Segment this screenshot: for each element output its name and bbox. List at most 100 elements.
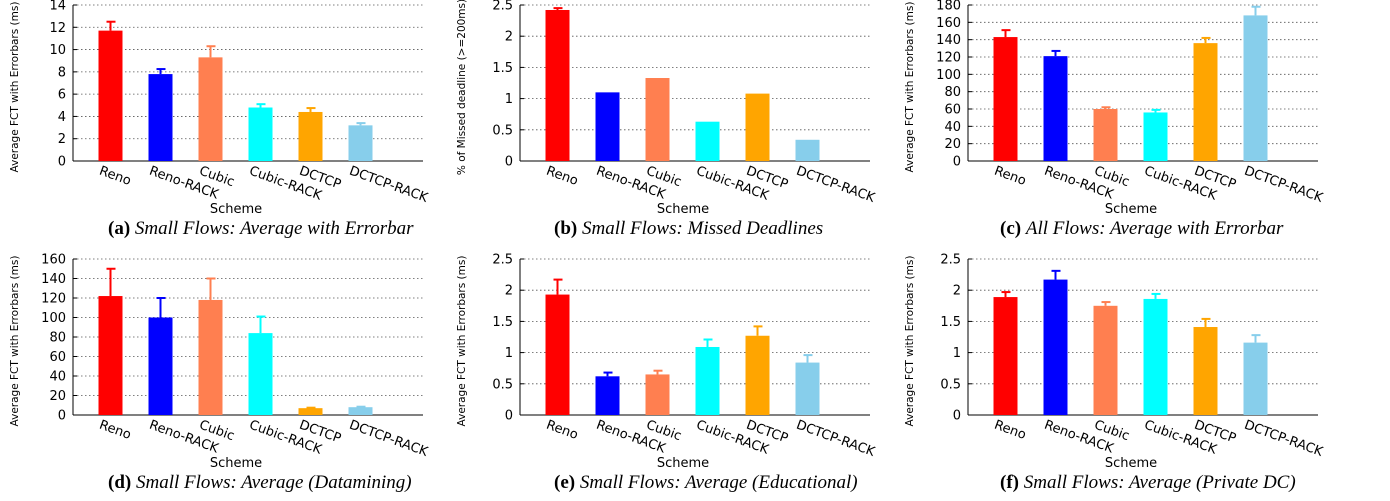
bar-a-3 bbox=[248, 107, 273, 161]
y-tick-label-f-2: 1 bbox=[953, 346, 961, 361]
bar-c-2 bbox=[1093, 109, 1118, 161]
bar-e-4 bbox=[745, 335, 770, 415]
bar-a-1 bbox=[148, 74, 173, 161]
x-tick-label-b-0: Reno bbox=[544, 164, 580, 189]
y-tick-label-a-0: 0 bbox=[58, 155, 66, 170]
y-tick-label-c-7: 140 bbox=[936, 33, 961, 48]
y-tick-label-c-4: 80 bbox=[944, 85, 961, 100]
y-tick-label-f-3: 1.5 bbox=[940, 315, 961, 330]
y-tick-label-d-0: 0 bbox=[58, 409, 66, 424]
bar-a-4 bbox=[298, 111, 323, 161]
bar-c-1 bbox=[1043, 56, 1068, 162]
bar-e-2 bbox=[645, 374, 670, 415]
y-axis-label-f: Average FCT with Errorbars (ms) bbox=[904, 256, 916, 427]
x-tick-label-a-5: DCTCP-RACK bbox=[347, 164, 430, 206]
x-tick-label-e-0: Reno bbox=[544, 418, 580, 443]
y-tick-label-a-7: 14 bbox=[49, 0, 66, 14]
y-axis-label-e: Average FCT with Errorbars (ms) bbox=[456, 256, 468, 427]
x-tick-label-f-0: Reno bbox=[992, 418, 1028, 443]
y-tick-label-c-0: 0 bbox=[953, 155, 961, 170]
caption-f: (f) Small Flows: Average (Private DC) bbox=[1000, 472, 1296, 494]
y-tick-label-b-1: 0.5 bbox=[492, 123, 513, 138]
caption-d: (d) Small Flows: Average (Datamining) bbox=[108, 472, 412, 494]
bar-d-2 bbox=[198, 299, 223, 415]
caption-f-label: (f) bbox=[1000, 472, 1019, 493]
bar-f-2 bbox=[1093, 305, 1118, 415]
y-tick-label-a-4: 8 bbox=[58, 65, 66, 80]
y-tick-label-b-0: 0 bbox=[505, 155, 513, 170]
y-tick-label-f-0: 0 bbox=[953, 409, 961, 424]
bar-c-5 bbox=[1243, 15, 1268, 162]
x-axis-label-e: Scheme bbox=[657, 456, 709, 471]
x-tick-label-b-5: DCTCP-RACK bbox=[794, 164, 877, 206]
y-tick-label-e-5: 2.5 bbox=[492, 253, 513, 268]
y-tick-label-d-5: 100 bbox=[41, 311, 66, 326]
bar-e-0 bbox=[545, 294, 570, 415]
bar-b-5 bbox=[795, 139, 820, 161]
caption-f-text: Small Flows: Average (Private DC) bbox=[1023, 472, 1296, 493]
y-tick-label-d-8: 160 bbox=[41, 253, 66, 268]
y-axis-label-c: Average FCT with Errorbars (ms) bbox=[904, 2, 916, 173]
y-tick-label-d-3: 60 bbox=[49, 350, 66, 365]
bar-f-5 bbox=[1243, 342, 1268, 415]
y-tick-label-d-6: 120 bbox=[41, 292, 66, 307]
y-tick-label-d-4: 80 bbox=[49, 331, 66, 346]
bar-b-3 bbox=[695, 121, 720, 161]
y-tick-label-f-5: 2.5 bbox=[940, 253, 961, 268]
chart-f: 0 0.5 1 1.5 2 2.5 Average FCT with Errorbars (… bbox=[904, 253, 1325, 472]
bar-d-3 bbox=[248, 333, 273, 415]
y-tick-label-c-1: 20 bbox=[944, 137, 961, 152]
y-tick-label-e-1: 0.5 bbox=[492, 377, 513, 392]
caption-b-text: Small Flows: Missed Deadlines bbox=[581, 218, 824, 239]
caption-e-label: (e) bbox=[554, 472, 576, 493]
chart-e: 0 0.5 1 1.5 2 2.5 Average FCT with Errorbars (… bbox=[456, 253, 877, 472]
x-tick-label-d-0: Reno bbox=[97, 418, 133, 443]
bar-a-5 bbox=[348, 125, 373, 161]
bar-a-2 bbox=[198, 57, 223, 161]
y-tick-label-c-2: 40 bbox=[944, 120, 961, 135]
y-tick-label-f-1: 0.5 bbox=[940, 377, 961, 392]
caption-d-label: (d) bbox=[108, 472, 132, 493]
x-axis-label-b: Scheme bbox=[657, 202, 709, 217]
x-axis-label-c: Scheme bbox=[1105, 202, 1157, 217]
chart-a: 0 2 4 6 8 10 12 14 Average FCT with Errorbars (m… bbox=[9, 0, 430, 217]
bar-f-0 bbox=[993, 297, 1018, 415]
x-tick-label-a-0: Reno bbox=[97, 164, 133, 189]
chart-d: 0 20 40 60 80 100 120 140 160 Average FCT with Er… bbox=[9, 253, 430, 472]
caption-c-label: (c) bbox=[1000, 218, 1022, 239]
chart-c: 0 20 40 60 80 100 120 140 160 180 Average FCT with… bbox=[904, 0, 1325, 217]
caption-e-text: Small Flows: Average (Educational) bbox=[579, 472, 858, 493]
y-tick-label-a-2: 4 bbox=[58, 110, 66, 125]
y-tick-label-d-2: 40 bbox=[49, 370, 66, 385]
y-tick-label-c-9: 180 bbox=[936, 0, 961, 14]
chart-b: 0 0.5 1 1.5 2 2.5 % of Missed deadline (>=200m… bbox=[456, 0, 877, 217]
y-tick-label-c-3: 60 bbox=[944, 103, 961, 118]
y-tick-label-a-1: 2 bbox=[58, 132, 66, 147]
y-tick-label-a-3: 6 bbox=[58, 88, 66, 103]
bar-b-4 bbox=[745, 93, 770, 161]
bar-c-4 bbox=[1193, 43, 1218, 162]
y-tick-label-e-2: 1 bbox=[505, 346, 513, 361]
y-tick-label-d-7: 140 bbox=[41, 272, 66, 287]
caption-a-label: (a) bbox=[108, 218, 131, 239]
y-tick-label-b-4: 2 bbox=[505, 30, 513, 45]
bar-f-1 bbox=[1043, 279, 1068, 415]
y-tick-label-c-6: 120 bbox=[936, 51, 961, 66]
bar-d-0 bbox=[98, 296, 123, 415]
caption-a-text: Small Flows: Average with Errorbar bbox=[134, 218, 414, 239]
y-tick-label-c-8: 160 bbox=[936, 16, 961, 31]
bar-a-0 bbox=[98, 30, 123, 161]
bar-d-5 bbox=[348, 407, 373, 415]
caption-b: (b) Small Flows: Missed Deadlines bbox=[554, 218, 823, 240]
y-tick-label-f-4: 2 bbox=[953, 284, 961, 299]
y-axis-label-d: Average FCT with Errorbars (ms) bbox=[9, 256, 21, 427]
caption-e: (e) Small Flows: Average (Educational) bbox=[554, 472, 858, 494]
y-tick-label-a-6: 12 bbox=[49, 21, 66, 36]
bar-e-5 bbox=[795, 362, 820, 415]
caption-c-text: All Flows: Average with Errorbar bbox=[1025, 218, 1284, 239]
y-tick-label-d-1: 20 bbox=[49, 389, 66, 404]
x-axis-label-d: Scheme bbox=[210, 456, 262, 471]
x-axis-label-a: Scheme bbox=[210, 202, 262, 217]
y-tick-label-e-4: 2 bbox=[505, 284, 513, 299]
